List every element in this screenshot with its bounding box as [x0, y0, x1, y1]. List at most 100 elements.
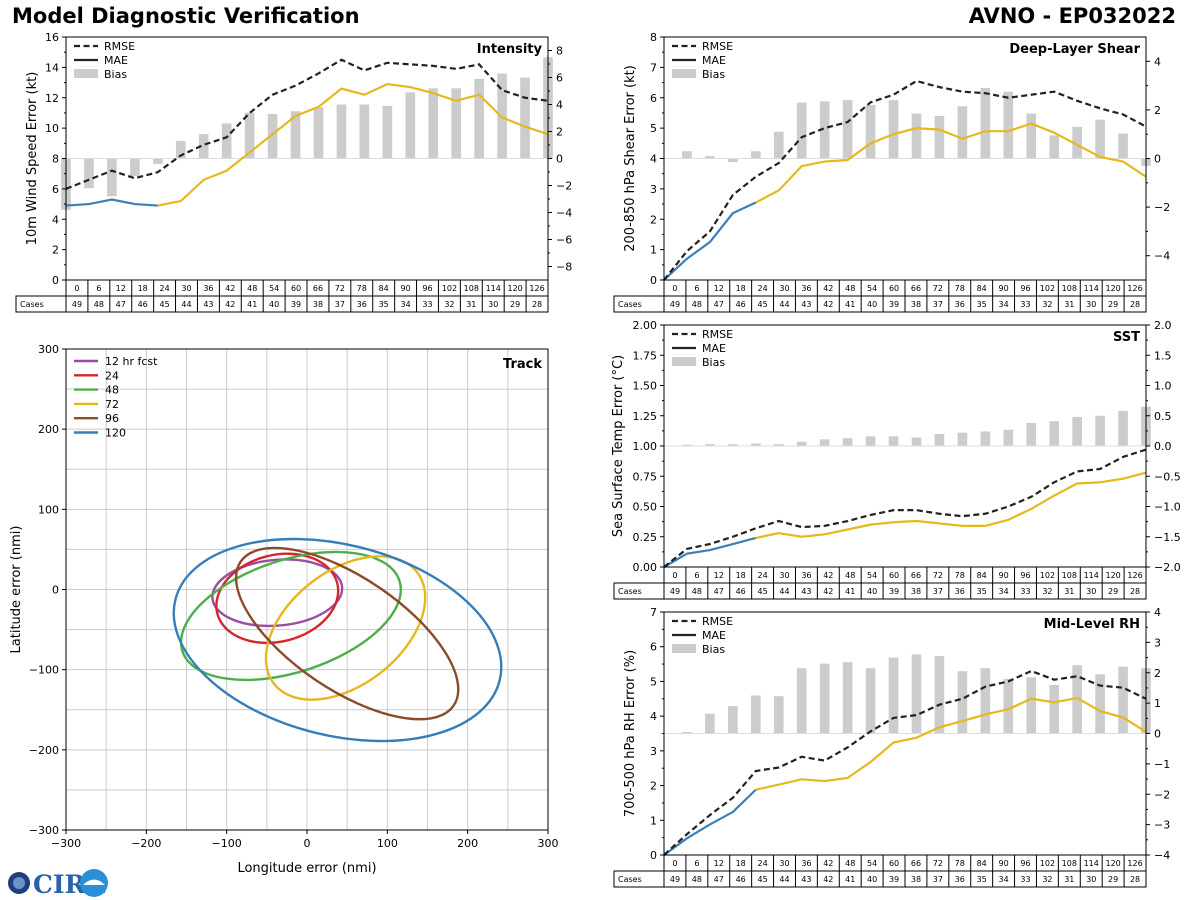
bias-bar: [934, 656, 945, 734]
bias-bar: [728, 444, 738, 446]
cases-row: [613, 582, 1147, 600]
bias-bar: [1095, 119, 1105, 159]
cases-cell: 34: [998, 300, 1008, 309]
y-tick-label: 2: [52, 244, 59, 257]
legend-mae-label: MAE: [702, 629, 726, 642]
hour-cell: 126: [1127, 571, 1142, 580]
hour-cell: 42: [823, 284, 833, 293]
hour-cell: 36: [801, 859, 811, 868]
bias-bar: [796, 102, 807, 159]
y-right-tick-label: 1: [1154, 697, 1161, 710]
y-tick-label: 1.75: [633, 349, 658, 362]
cases-cell: 48: [692, 875, 702, 884]
hour-cell: 114: [1084, 284, 1099, 293]
x-axis-label: Longitude error (nmi): [237, 861, 376, 876]
chart-title: Track: [503, 357, 542, 372]
cases-cell: 37: [933, 300, 943, 309]
hour-cell: 60: [291, 284, 301, 293]
bias-bar: [934, 115, 945, 159]
cases-cell: 39: [291, 300, 301, 309]
cases-cell: 30: [1086, 300, 1096, 309]
mae-line: [157, 82, 549, 207]
y-right-tick-label: −4: [1154, 849, 1170, 862]
bias-bar: [451, 88, 462, 159]
cases-cell: 32: [1042, 587, 1052, 596]
hour-cell: 90: [998, 859, 1008, 868]
cases-cell: 46: [138, 300, 148, 309]
cases-cell: 31: [1064, 875, 1074, 884]
bias-bar: [107, 158, 117, 197]
cases-cell: 48: [692, 300, 702, 309]
bias-bar: [682, 731, 692, 734]
cases-cell: 41: [845, 587, 855, 596]
hour-cell: 66: [911, 284, 921, 293]
hour-cell: 30: [779, 571, 789, 580]
y-tick-label: 4: [650, 710, 657, 723]
cases-cell: 41: [845, 300, 855, 309]
hour-cell: 6: [694, 859, 699, 868]
hour-cell: 102: [442, 284, 457, 293]
y-tick-label: 7: [650, 606, 657, 619]
legend-bias-swatch: [672, 357, 696, 366]
bias-bar: [796, 668, 807, 734]
hour-cell: 120: [1105, 284, 1120, 293]
csu-emblem-wave: [83, 879, 105, 885]
y-tick-label: 6: [650, 641, 657, 654]
cases-label: Cases: [618, 300, 642, 309]
bias-bar: [290, 111, 301, 159]
hour-cell: 120: [1105, 859, 1120, 868]
hour-cell: 6: [694, 284, 699, 293]
hour-cell: 18: [736, 284, 746, 293]
y-tick-label: −200: [29, 744, 59, 757]
legend-mae-label: MAE: [104, 54, 128, 67]
hour-cell: 36: [801, 284, 811, 293]
bias-bar: [980, 668, 991, 734]
bias-bar: [773, 444, 784, 446]
cases-cell: 36: [955, 587, 965, 596]
y-right-tick-label: −6: [556, 234, 572, 247]
cases-cell: 39: [889, 300, 899, 309]
cases-cell: 33: [422, 300, 432, 309]
y-right-tick-label: 0.5: [1154, 410, 1172, 423]
cases-cell: 36: [955, 300, 965, 309]
y-tick-label: 3: [650, 183, 657, 196]
x-tick-label: 200: [457, 837, 478, 850]
legend-label: 48: [105, 384, 119, 397]
hour-cell: 78: [357, 284, 367, 293]
y-axis-label: Sea Surface Temp Error (°C): [611, 355, 626, 537]
hour-cell: 12: [714, 859, 724, 868]
y-tick-label: 2: [650, 213, 657, 226]
y-right-tick-label: 3: [1154, 636, 1161, 649]
y-right-tick-label: −0.5: [1154, 470, 1181, 483]
hour-cell: 60: [889, 571, 899, 580]
hour-cell: 48: [845, 571, 855, 580]
hour-cell: 120: [1105, 571, 1120, 580]
cases-cell: 35: [977, 875, 987, 884]
bias-bar: [1095, 415, 1105, 446]
y-tick-label: 14: [45, 61, 59, 74]
bias-bar: [1095, 674, 1105, 734]
cases-row: [613, 295, 1147, 313]
hour-cell: 126: [529, 284, 544, 293]
cases-cell: 40: [867, 587, 877, 596]
mae-line: [755, 471, 1147, 540]
cases-cell: 38: [313, 300, 323, 309]
y-right-tick-label: −1.5: [1154, 531, 1181, 544]
bias-bar: [888, 657, 899, 734]
hour-cell: 6: [694, 571, 699, 580]
hour-cell: 0: [672, 571, 677, 580]
y-tick-label: 2.00: [633, 319, 658, 332]
y-tick-label: 0: [52, 274, 59, 287]
bias-bar: [1118, 666, 1128, 734]
cases-cell: 41: [845, 875, 855, 884]
y-right-tick-label: −3: [1154, 819, 1170, 832]
hour-cell: 6: [96, 284, 101, 293]
y-right-tick-label: −2: [1154, 201, 1170, 214]
y-tick-label: 0: [52, 584, 59, 597]
hour-cell: 30: [779, 859, 789, 868]
chart-title: Intensity: [477, 42, 543, 57]
hour-cell: 96: [1020, 859, 1030, 868]
hour-cell: 18: [138, 284, 148, 293]
